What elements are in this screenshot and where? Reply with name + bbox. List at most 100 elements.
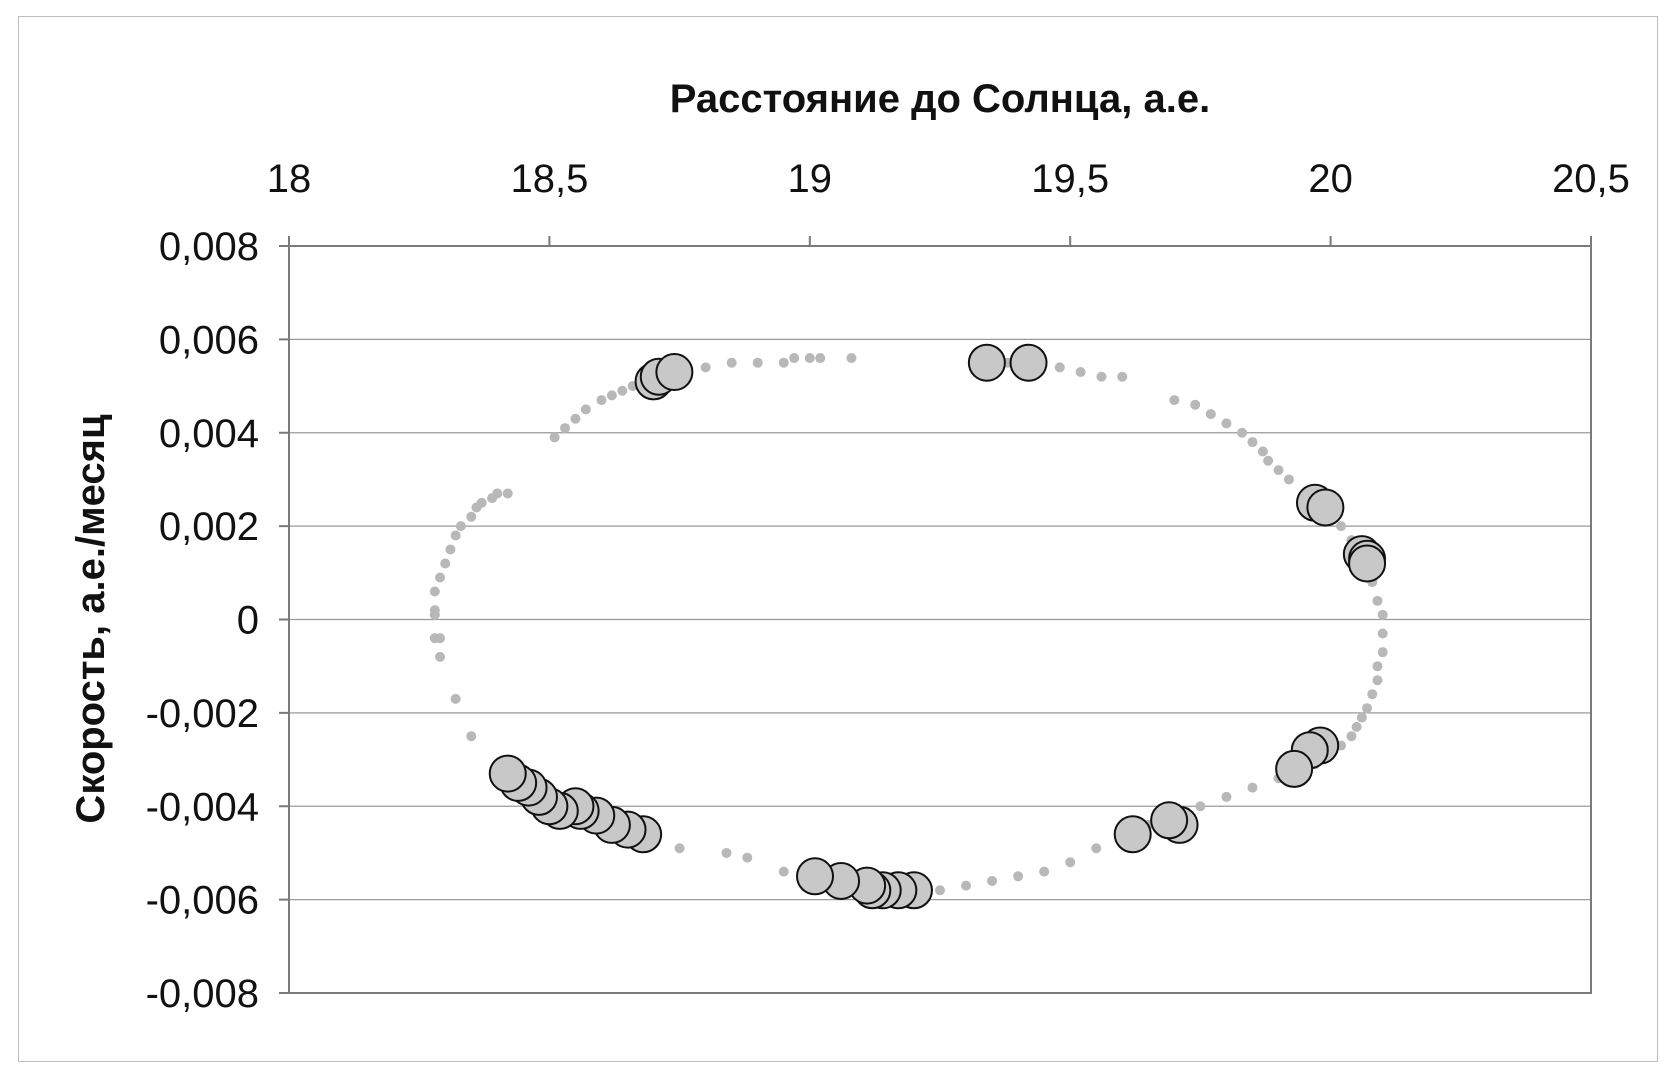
small-data-point [435, 633, 446, 644]
large-data-point [655, 353, 694, 392]
y-tick-labels: 0,008 0,006 0,004 0,002 0 -0,002 -0,004 -0,006 -… [146, 225, 259, 1016]
y-axis-title: Скорость, а.е./месяц [69, 414, 113, 824]
x-tick-label: 19 [788, 157, 833, 201]
x-axis-title: Расстояние до Солнца, а.е. [670, 77, 1210, 121]
small-data-point [1372, 675, 1383, 686]
small-data-point [476, 497, 487, 508]
small-data-point [1237, 427, 1248, 438]
small-data-point [752, 357, 763, 368]
x-tick-label: 18 [267, 157, 312, 201]
small-data-point [1221, 418, 1232, 429]
small-data-point [570, 413, 581, 424]
small-data-point [1263, 455, 1274, 466]
small-data-point [1336, 521, 1347, 532]
large-data-point [1150, 801, 1189, 840]
small-data-point [778, 866, 789, 877]
small-data-point [961, 880, 972, 891]
small-data-point [435, 572, 446, 583]
small-data-point [1257, 446, 1268, 457]
small-data-point [450, 530, 461, 541]
large-data-point [1348, 544, 1387, 583]
small-data-point [1377, 609, 1388, 620]
small-data-point [1372, 661, 1383, 672]
small-data-point [1054, 362, 1065, 373]
small-data-point [466, 731, 477, 742]
small-data-point [935, 885, 945, 896]
small-data-point [1096, 371, 1107, 382]
y-tick-label: 0,002 [159, 505, 259, 549]
small-data-point [549, 432, 560, 443]
small-data-point [606, 390, 617, 401]
small-data-point [1273, 465, 1284, 476]
y-tick-label: 0,006 [159, 318, 259, 362]
small-data-point [789, 353, 800, 364]
small-data-point [455, 521, 466, 532]
large-data-point [488, 754, 527, 793]
small-data-point [987, 875, 998, 886]
small-data-point [1091, 843, 1102, 854]
small-data-point [1372, 595, 1383, 606]
small-data-point [1117, 371, 1128, 382]
small-data-point [1247, 437, 1258, 448]
x-tick-label: 20,5 [1552, 157, 1630, 201]
small-data-point [674, 843, 685, 854]
small-data-point [778, 357, 789, 368]
small-data-point [1065, 857, 1076, 868]
small-data-point [1247, 782, 1258, 793]
small-data-point [1356, 712, 1367, 723]
small-data-point [1075, 367, 1086, 378]
small-data-point [440, 558, 451, 569]
large-data-point [1009, 343, 1048, 382]
y-tick-label: -0,006 [146, 879, 259, 923]
small-data-point [429, 609, 440, 620]
tick-marks [279, 236, 1592, 994]
x-tick-labels: 18 18,5 19 19,5 20 20,5 [267, 157, 1630, 201]
y-tick-label: -0,002 [146, 692, 259, 736]
y-tick-label: -0,004 [146, 785, 259, 829]
small-data-point [1195, 801, 1206, 812]
large-data-point [1275, 749, 1314, 788]
small-data-point [429, 586, 440, 597]
small-data-point [1221, 791, 1232, 802]
large-data-point [1306, 488, 1345, 527]
small-data-point [560, 423, 571, 434]
small-data-point [1283, 474, 1294, 485]
small-data-point [815, 353, 826, 364]
small-data-point [1351, 721, 1362, 732]
small-data-point [1013, 871, 1024, 882]
large-data-point [796, 857, 835, 896]
small-data-point [1377, 647, 1388, 658]
large-data-point [1113, 815, 1152, 854]
small-data-point [700, 362, 711, 373]
small-data-point [742, 852, 753, 863]
small-data-point [1190, 399, 1201, 410]
small-data-point [1169, 395, 1180, 406]
large-data-point [967, 343, 1006, 382]
x-tick-label: 19,5 [1031, 157, 1109, 201]
x-tick-label: 20 [1308, 157, 1353, 201]
small-data-point [492, 488, 503, 499]
small-data-point [804, 353, 815, 364]
y-tick-label: -0,008 [146, 972, 259, 1016]
small-data-point [721, 847, 732, 858]
small-data-point [846, 353, 857, 364]
gridlines [289, 338, 1591, 901]
small-data-point [450, 693, 461, 704]
series-large-points [488, 343, 1387, 910]
small-data-point [726, 357, 737, 368]
small-data-point [445, 544, 456, 555]
small-data-point [502, 488, 513, 499]
y-tick-label: 0,008 [159, 225, 259, 269]
x-tick-label: 18,5 [510, 157, 588, 201]
small-data-point [1346, 731, 1357, 742]
small-data-point [596, 395, 607, 406]
small-data-point [1205, 409, 1216, 420]
small-data-point [435, 651, 446, 662]
small-data-point [466, 511, 477, 522]
small-data-point [1362, 703, 1373, 714]
small-data-point [1377, 628, 1388, 639]
small-data-point [1367, 689, 1378, 700]
small-data-point [580, 404, 591, 415]
y-tick-label: 0 [237, 599, 259, 643]
